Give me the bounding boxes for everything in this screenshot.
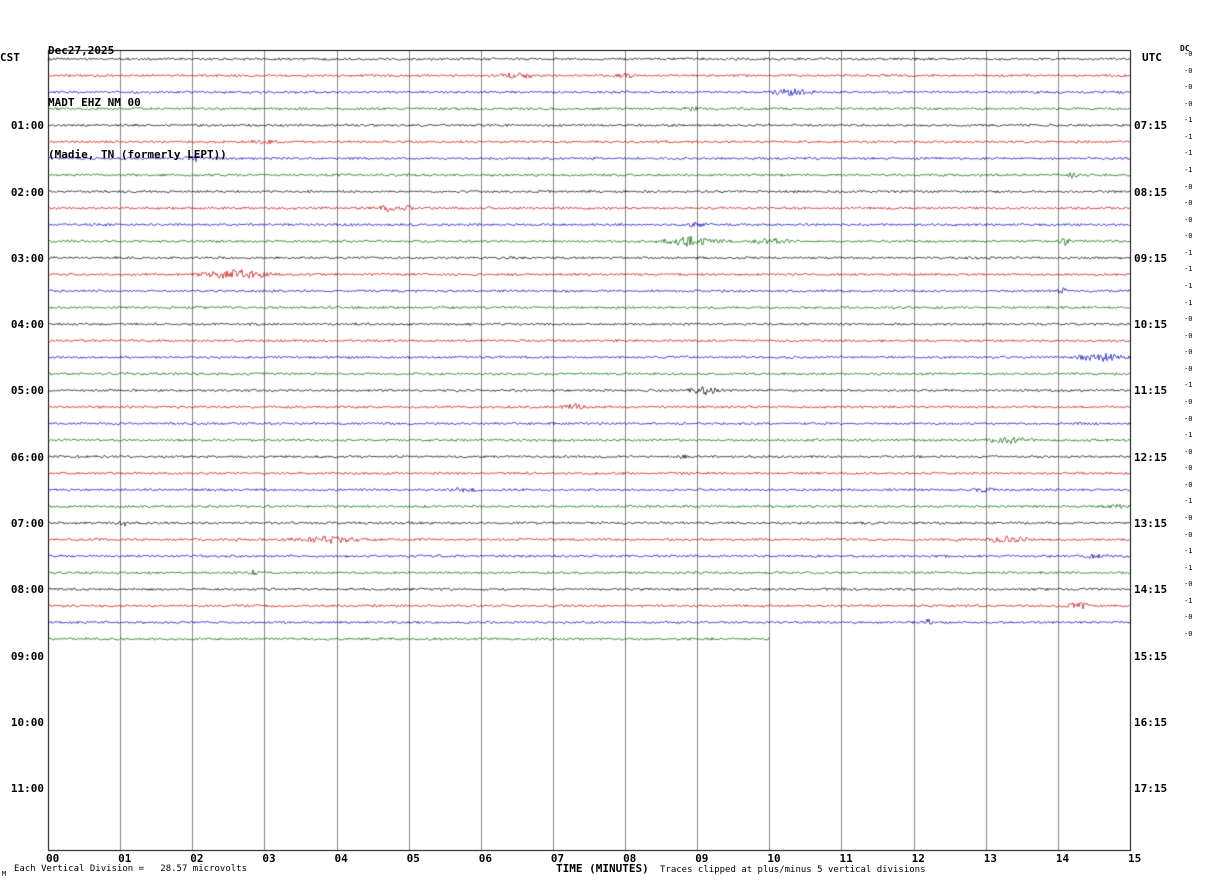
dc-offset-value: -0 — [1184, 315, 1193, 324]
utc-hour-label: 10:15 — [1134, 318, 1168, 332]
dc-offset-value: -0 — [1184, 580, 1193, 589]
dc-offset-value: -0 — [1184, 513, 1193, 522]
cst-hour-label: 06:00 — [10, 450, 44, 464]
footer-clip-note: Traces clipped at plus/minus 5 vertical … — [660, 865, 926, 875]
dc-offset-value: -0 — [1184, 530, 1193, 539]
dc-offset-value: -0 — [1184, 232, 1193, 241]
minute-tick-label: 11 — [839, 852, 853, 865]
minute-tick-label: 12 — [911, 852, 925, 865]
dc-offset-value: -1 — [1184, 116, 1193, 125]
cst-hour-label: 07:00 — [10, 516, 44, 530]
minute-tick-label: 13 — [983, 852, 997, 865]
dc-offset-value: -1 — [1184, 149, 1193, 158]
minute-tick-label: 01 — [118, 852, 132, 865]
minute-tick-label: 09 — [695, 852, 709, 865]
cst-hour-label: 08:00 — [10, 583, 44, 597]
title-block: Dec27,2025 MADT EHZ NM 00 (Madie, TN (fo… — [48, 6, 227, 200]
utc-hour-label: 09:15 — [1134, 251, 1168, 265]
cst-hour-label: 02:00 — [10, 185, 44, 199]
dc-offset-value: -0 — [1184, 480, 1193, 489]
dc-offset-value: -0 — [1184, 83, 1193, 92]
dc-offset-value: -1 — [1184, 381, 1193, 390]
utc-hour-label: 15:15 — [1134, 649, 1168, 663]
dc-offset-value: -1 — [1184, 165, 1193, 174]
dc-offset-value: -1 — [1184, 281, 1193, 290]
dc-offset-value: -0 — [1184, 50, 1193, 58]
cst-hour-label: 09:00 — [10, 649, 44, 663]
cst-hour-label: 05:00 — [10, 384, 44, 398]
utc-hour-label: 12:15 — [1134, 450, 1168, 464]
dc-offset-value: -1 — [1184, 547, 1193, 556]
utc-hour-label: 08:15 — [1134, 185, 1168, 199]
right-timezone-label: UTC — [1142, 51, 1162, 64]
dc-offset-value: -0 — [1184, 182, 1193, 191]
dc-offset-value: -1 — [1184, 497, 1193, 506]
dc-offset-value: -0 — [1184, 613, 1193, 622]
title-location: (Madie, TN (formerly LEPT)) — [48, 148, 227, 161]
dc-offset-value: -0 — [1184, 464, 1193, 473]
dc-offset-value: -0 — [1184, 414, 1193, 423]
dc-offset-value: -1 — [1184, 298, 1193, 307]
dc-offset-value: -0 — [1184, 331, 1193, 340]
title-date: Dec27,2025 — [48, 44, 115, 57]
dc-offset-value: -0 — [1184, 66, 1193, 75]
dc-offset-value: -1 — [1184, 248, 1193, 257]
cst-hour-label: 11:00 — [10, 782, 44, 796]
dc-offset-value: -0 — [1184, 348, 1193, 357]
dc-header-label: DC — [1180, 44, 1190, 53]
minute-tick-label: 04 — [334, 852, 348, 865]
utc-hour-label: 13:15 — [1134, 516, 1168, 530]
minute-tick-label: 08 — [623, 852, 637, 865]
cst-hour-label: 03:00 — [10, 251, 44, 265]
dc-offset-value: -1 — [1184, 431, 1193, 440]
minute-tick-label: 15 — [1128, 852, 1142, 865]
dc-offset-value: -0 — [1184, 215, 1193, 224]
utc-hour-label: 16:15 — [1134, 715, 1168, 729]
dc-offset-value: -0 — [1184, 397, 1193, 406]
minute-tick-label: 07 — [550, 852, 565, 865]
minute-tick-label: 05 — [406, 852, 420, 865]
dc-offset-value: -0 — [1184, 364, 1193, 373]
minute-tick-label: 02 — [190, 852, 204, 865]
x-axis-title: TIME (MINUTES) — [556, 862, 649, 875]
corner-mark: M — [2, 870, 7, 878]
dc-offset-value: -0 — [1184, 199, 1193, 208]
minute-tick-label: 10 — [767, 852, 781, 865]
utc-hour-label: 14:15 — [1134, 583, 1168, 597]
minute-tick-label: 00 — [46, 852, 60, 865]
footer-scale-note: Each Vertical Division = 28.57 microvolt… — [14, 864, 247, 874]
utc-hour-label: 11:15 — [1134, 384, 1168, 398]
title-station: MADT EHZ NM 00 — [48, 96, 141, 109]
dc-offset-value: -1 — [1184, 563, 1193, 572]
utc-hour-label: 07:15 — [1134, 119, 1168, 133]
cst-hour-label: 10:00 — [10, 715, 44, 729]
dc-offset-value: -0 — [1184, 447, 1193, 456]
dc-offset-value: -1 — [1184, 132, 1193, 141]
dc-offset-value: -1 — [1184, 596, 1193, 605]
dc-offset-value: -0 — [1184, 99, 1193, 108]
dc-offset-value: -1 — [1184, 265, 1193, 274]
utc-hour-label: 17:15 — [1134, 782, 1168, 796]
minute-tick-label: 03 — [262, 852, 276, 865]
left-timezone-label: CST — [0, 51, 20, 64]
dc-offset-value: -0 — [1184, 629, 1193, 638]
minute-tick-label: 06 — [478, 852, 493, 865]
cst-hour-label: 01:00 — [10, 119, 44, 133]
cst-hour-label: 04:00 — [10, 318, 44, 332]
minute-tick-label: 14 — [1055, 852, 1070, 865]
